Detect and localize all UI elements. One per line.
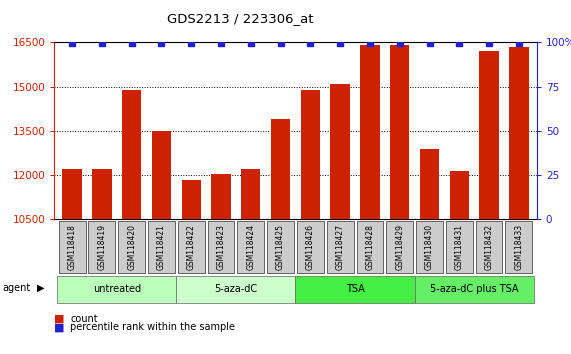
- Text: GSM118424: GSM118424: [246, 224, 255, 270]
- Point: [455, 41, 464, 46]
- Text: ■: ■: [54, 322, 65, 332]
- Point: [127, 41, 136, 46]
- Text: GSM118430: GSM118430: [425, 224, 434, 270]
- FancyBboxPatch shape: [57, 276, 176, 303]
- Text: TSA: TSA: [345, 284, 364, 294]
- Text: count: count: [70, 314, 98, 324]
- Point: [246, 41, 255, 46]
- Text: GDS2213 / 223306_at: GDS2213 / 223306_at: [167, 12, 313, 25]
- Text: GSM118433: GSM118433: [514, 224, 524, 270]
- Point: [365, 41, 375, 46]
- FancyBboxPatch shape: [415, 276, 534, 303]
- Text: GSM118425: GSM118425: [276, 224, 285, 270]
- FancyBboxPatch shape: [356, 221, 383, 273]
- Bar: [420, 149, 439, 219]
- Bar: [301, 90, 320, 219]
- Bar: [271, 119, 290, 219]
- Text: GSM118427: GSM118427: [336, 224, 345, 270]
- FancyBboxPatch shape: [208, 221, 235, 273]
- Point: [485, 41, 494, 46]
- Text: GSM118431: GSM118431: [455, 224, 464, 270]
- Bar: [241, 169, 260, 219]
- Text: agent: agent: [3, 283, 31, 293]
- Bar: [331, 84, 350, 219]
- Point: [157, 41, 166, 46]
- Text: 5-aza-dC plus TSA: 5-aza-dC plus TSA: [430, 284, 518, 294]
- FancyBboxPatch shape: [416, 221, 443, 273]
- Text: GSM118428: GSM118428: [365, 224, 375, 270]
- Bar: [122, 90, 142, 219]
- Bar: [182, 180, 201, 219]
- Bar: [480, 51, 498, 219]
- FancyBboxPatch shape: [176, 276, 296, 303]
- Point: [216, 41, 226, 46]
- Text: GSM118432: GSM118432: [485, 224, 493, 270]
- Point: [97, 41, 106, 46]
- Bar: [449, 171, 469, 219]
- Text: ▶: ▶: [37, 283, 45, 293]
- Point: [187, 41, 196, 46]
- Text: GSM118421: GSM118421: [157, 224, 166, 270]
- Point: [276, 41, 285, 46]
- Text: GSM118422: GSM118422: [187, 224, 196, 270]
- Bar: [509, 47, 529, 219]
- Text: ■: ■: [54, 314, 65, 324]
- FancyBboxPatch shape: [118, 221, 145, 273]
- FancyBboxPatch shape: [476, 221, 502, 273]
- Bar: [390, 45, 409, 219]
- FancyBboxPatch shape: [446, 221, 473, 273]
- Bar: [93, 169, 111, 219]
- Point: [67, 41, 77, 46]
- FancyBboxPatch shape: [387, 221, 413, 273]
- Text: percentile rank within the sample: percentile rank within the sample: [70, 322, 235, 332]
- Point: [336, 41, 345, 46]
- Text: GSM118418: GSM118418: [67, 224, 77, 270]
- Text: GSM118420: GSM118420: [127, 224, 136, 270]
- Point: [395, 41, 404, 46]
- FancyBboxPatch shape: [297, 221, 324, 273]
- Bar: [152, 131, 171, 219]
- Text: GSM118429: GSM118429: [395, 224, 404, 270]
- Point: [306, 41, 315, 46]
- FancyBboxPatch shape: [148, 221, 175, 273]
- Bar: [211, 174, 231, 219]
- Text: GSM118419: GSM118419: [98, 224, 106, 270]
- FancyBboxPatch shape: [296, 276, 415, 303]
- FancyBboxPatch shape: [89, 221, 115, 273]
- Text: untreated: untreated: [93, 284, 141, 294]
- Bar: [62, 169, 82, 219]
- FancyBboxPatch shape: [59, 221, 86, 273]
- Text: 5-aza-dC: 5-aza-dC: [214, 284, 258, 294]
- FancyBboxPatch shape: [178, 221, 204, 273]
- Point: [425, 41, 434, 46]
- FancyBboxPatch shape: [238, 221, 264, 273]
- FancyBboxPatch shape: [505, 221, 532, 273]
- Text: GSM118426: GSM118426: [306, 224, 315, 270]
- Text: GSM118423: GSM118423: [216, 224, 226, 270]
- Bar: [360, 45, 380, 219]
- FancyBboxPatch shape: [267, 221, 294, 273]
- Point: [514, 41, 524, 46]
- FancyBboxPatch shape: [327, 221, 353, 273]
